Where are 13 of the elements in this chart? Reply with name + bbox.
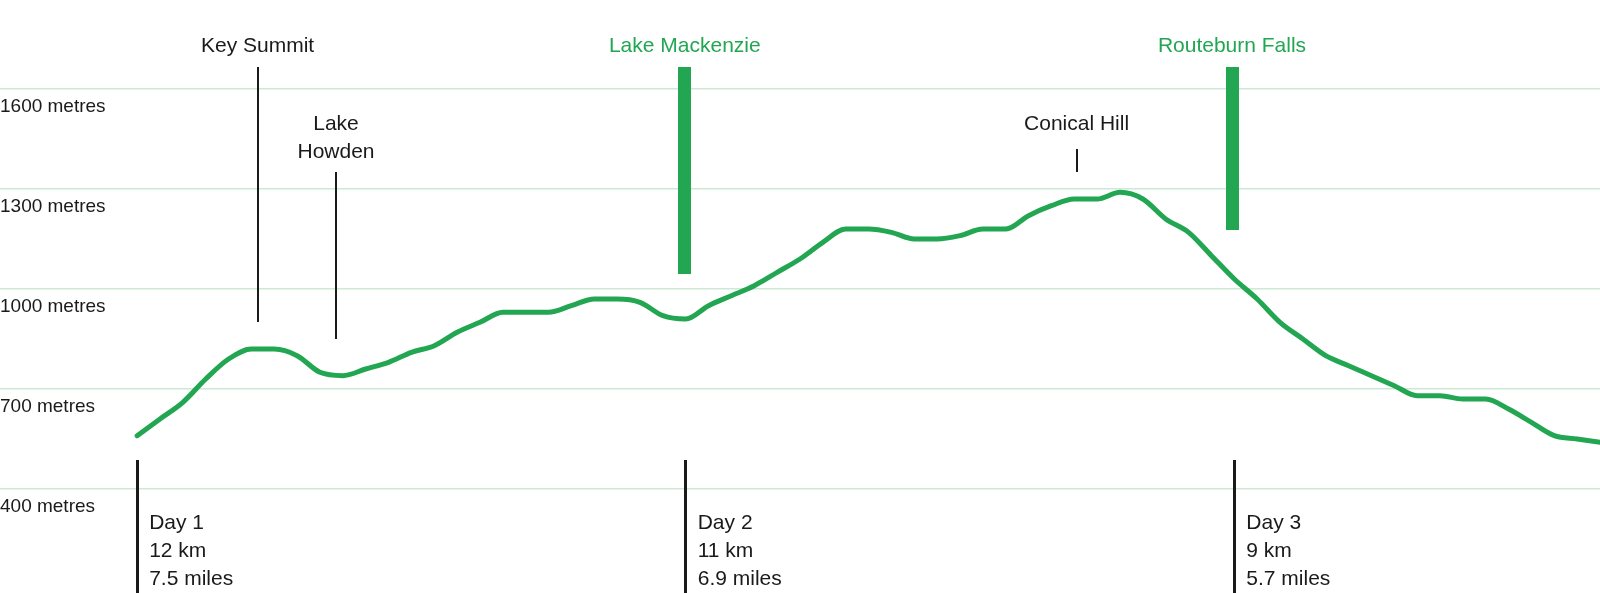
- annotation: Conical Hill: [1024, 110, 1130, 136]
- text: Lake Mackenzie: [608, 32, 761, 58]
- y-tick-label: 400 metres: [0, 495, 96, 517]
- text: Routeburn Falls: [1157, 32, 1307, 58]
- text: Day 3 9 km 5.7 miles: [1246, 509, 1331, 591]
- text: Day 1 12 km 7.5 miles: [149, 509, 234, 591]
- text: Day 2 11 km 6.9 miles: [697, 509, 782, 591]
- annotation: Lake Howden: [296, 110, 376, 164]
- y-tick-label: 700 metres: [0, 395, 96, 417]
- y-tick-label: 1600 metres: [0, 95, 106, 117]
- text: Key Summit: [200, 32, 315, 58]
- y-tick-label: 1000 metres: [0, 295, 106, 317]
- y-tick-label: 1300 metres: [0, 195, 106, 217]
